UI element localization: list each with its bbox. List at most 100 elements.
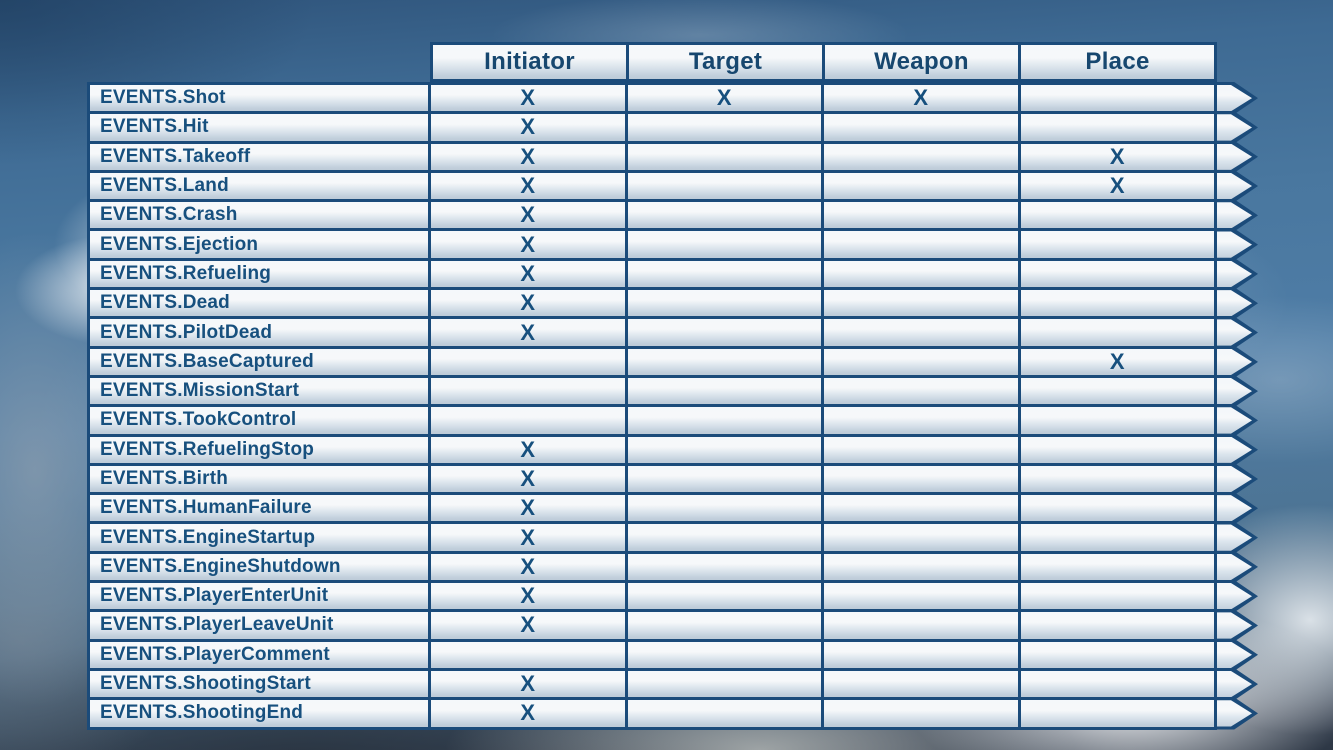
mark-cell-target (627, 143, 821, 170)
table-row: EVENTS.Land X X (90, 169, 1258, 203)
event-name-label: EVENTS.EngineStartup (90, 524, 428, 551)
mark-cell-target (627, 202, 821, 229)
event-name-label: EVENTS.Shot (90, 85, 428, 112)
mark-cell-target (627, 319, 821, 346)
mark-cell-target (627, 114, 821, 141)
mark-cell-target (627, 524, 821, 551)
table-row: EVENTS.TookControl (90, 404, 1258, 437)
mark-cell-weapon (824, 143, 1018, 170)
table-header-row: Initiator Target Weapon Place (430, 42, 1217, 82)
mark-cell-target (627, 436, 821, 463)
mark-cell-target (627, 670, 821, 698)
mark-cell-initiator: X (431, 524, 625, 551)
table-row: EVENTS.Birth X (90, 462, 1258, 496)
mark-cell-weapon (824, 348, 1018, 375)
mark-cell-place (1020, 319, 1214, 346)
table-row: EVENTS.PlayerComment (90, 638, 1258, 671)
mark-cell-initiator: X (431, 143, 625, 170)
table-row: EVENTS.RefuelingStop X (90, 433, 1258, 466)
mark-cell-weapon (824, 407, 1018, 434)
mark-cell-target (627, 495, 821, 522)
mark-cell-weapon (824, 612, 1018, 639)
table-body: EVENTS.Shot X X X EVENTS.Hit X EVENTS.Ta… (87, 82, 1258, 730)
mark-cell-weapon (824, 670, 1018, 698)
mark-cell-initiator: X (431, 553, 625, 581)
mark-cell-initiator: X (431, 260, 625, 288)
mark-cell-weapon (824, 172, 1018, 200)
mark-cell-weapon (824, 495, 1018, 522)
mark-cell-initiator: X (431, 670, 625, 698)
mark-cell-place (1020, 612, 1214, 639)
event-name-label: EVENTS.Crash (90, 202, 428, 229)
column-header-place: Place (1021, 45, 1214, 79)
event-name-label: EVENTS.ShootingEnd (90, 700, 428, 727)
mark-cell-weapon: X (824, 85, 1018, 112)
mark-cell-initiator: X (431, 583, 625, 610)
table-row: EVENTS.Dead X (90, 287, 1258, 320)
mark-cell-place (1020, 700, 1214, 727)
mark-cell-initiator (431, 641, 625, 668)
mark-cell-place: X (1020, 172, 1214, 200)
mark-cell-target (627, 231, 821, 258)
mark-cell-target (627, 172, 821, 200)
mark-cell-weapon (824, 436, 1018, 463)
mark-cell-weapon (824, 641, 1018, 668)
mark-cell-place (1020, 407, 1214, 434)
event-name-label: EVENTS.BaseCaptured (90, 348, 428, 375)
column-header-initiator: Initiator (433, 45, 626, 79)
mark-cell-initiator: X (431, 319, 625, 346)
table-row: EVENTS.Hit X (90, 111, 1258, 144)
event-name-label: EVENTS.RefuelingStop (90, 436, 428, 463)
mark-cell-initiator: X (431, 202, 625, 229)
mark-cell-place (1020, 495, 1214, 522)
mark-cell-weapon (824, 202, 1018, 229)
mark-cell-initiator (431, 407, 625, 434)
mark-cell-place (1020, 670, 1214, 698)
mark-cell-initiator: X (431, 465, 625, 493)
table-row: EVENTS.EngineShutdown X (90, 550, 1258, 584)
mark-cell-weapon (824, 700, 1018, 727)
mark-cell-place (1020, 553, 1214, 581)
mark-cell-place (1020, 641, 1214, 668)
table-row: EVENTS.MissionStart (90, 374, 1258, 408)
mark-cell-place (1020, 231, 1214, 258)
mark-cell-target (627, 377, 821, 405)
mark-cell-target (627, 553, 821, 581)
event-name-label: EVENTS.PlayerLeaveUnit (90, 612, 428, 639)
table-row: EVENTS.BaseCaptured X (90, 345, 1258, 378)
table-row: EVENTS.EngineStartup X (90, 521, 1258, 554)
table-row: EVENTS.PlayerEnterUnit X (90, 580, 1258, 613)
mark-cell-place: X (1020, 348, 1214, 375)
mark-cell-weapon (824, 524, 1018, 551)
mark-cell-initiator: X (431, 436, 625, 463)
event-name-label: EVENTS.Refueling (90, 260, 428, 288)
mark-cell-initiator: X (431, 114, 625, 141)
mark-cell-target (627, 465, 821, 493)
mark-cell-target (627, 260, 821, 288)
mark-cell-weapon (824, 583, 1018, 610)
table-row: EVENTS.HumanFailure X (90, 492, 1258, 525)
event-name-label: EVENTS.Dead (90, 290, 428, 317)
mark-cell-initiator: X (431, 85, 625, 112)
mark-cell-initiator: X (431, 231, 625, 258)
mark-cell-place (1020, 465, 1214, 493)
mark-cell-place (1020, 114, 1214, 141)
mark-cell-weapon (824, 231, 1018, 258)
event-name-label: EVENTS.Birth (90, 465, 428, 493)
mark-cell-place (1020, 85, 1214, 112)
mark-cell-target (627, 583, 821, 610)
mark-cell-weapon (824, 553, 1018, 581)
mark-cell-place (1020, 202, 1214, 229)
mark-cell-place (1020, 377, 1214, 405)
table-row: EVENTS.Crash X (90, 199, 1258, 232)
mark-cell-place (1020, 583, 1214, 610)
event-name-label: EVENTS.Hit (90, 114, 428, 141)
mark-cell-place (1020, 436, 1214, 463)
event-name-label: EVENTS.MissionStart (90, 377, 428, 405)
events-parameter-table: Initiator Target Weapon Place EVENTS.Sho… (87, 42, 1258, 730)
event-name-label: EVENTS.Ejection (90, 231, 428, 258)
mark-cell-weapon (824, 319, 1018, 346)
mark-cell-target (627, 348, 821, 375)
event-name-label: EVENTS.PlayerEnterUnit (90, 583, 428, 610)
mark-cell-weapon (824, 377, 1018, 405)
